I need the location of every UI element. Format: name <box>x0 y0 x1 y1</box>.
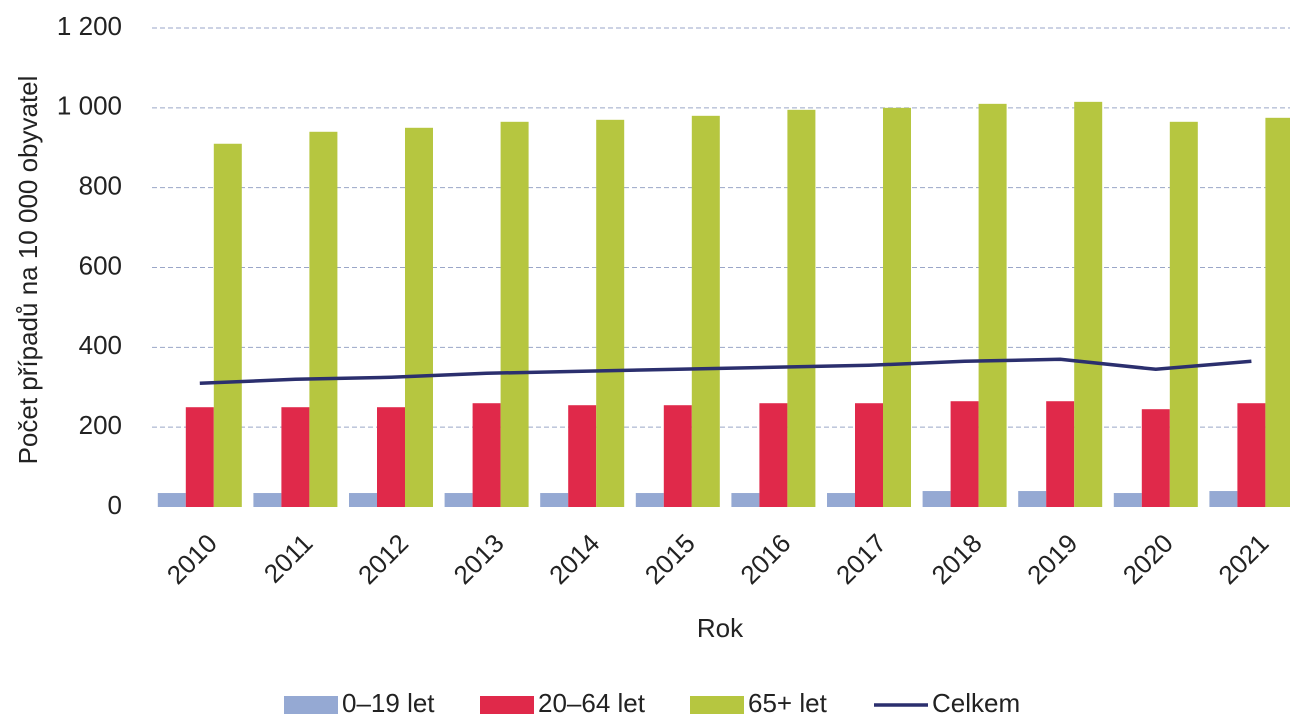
bar <box>731 493 760 507</box>
x-tick-label: 2014 <box>543 528 605 590</box>
x-tick-label: 2015 <box>639 528 701 590</box>
bar <box>377 407 405 507</box>
line <box>199 357 1252 386</box>
y-tick-label: 1 200 <box>57 11 122 41</box>
x-axis-title: Rok <box>697 613 744 643</box>
x-tick-label: 2011 <box>258 528 319 589</box>
y-tick-label: 200 <box>79 410 122 440</box>
bar <box>444 493 473 507</box>
bar <box>185 407 214 507</box>
bar <box>253 493 282 507</box>
bar <box>883 107 911 507</box>
legend-label: 65+ let <box>748 688 828 717</box>
bar <box>472 403 501 507</box>
bar <box>1265 117 1290 507</box>
bar <box>922 491 951 507</box>
bar <box>635 493 664 507</box>
y-tick-label: 1 000 <box>57 91 122 121</box>
bar <box>500 121 529 507</box>
bar <box>950 401 979 507</box>
bar <box>691 115 720 508</box>
x-tick-label: 2020 <box>1117 528 1179 590</box>
bar <box>1074 101 1103 508</box>
legend-swatch <box>690 696 744 714</box>
bar <box>349 493 377 507</box>
bar <box>1209 491 1238 507</box>
y-axis-title: Počet případů na 10 000 obyvatel <box>13 76 43 465</box>
x-tick-label: 2017 <box>830 528 892 590</box>
bar <box>1237 403 1266 507</box>
y-tick-label: 0 <box>108 490 122 520</box>
bar <box>663 405 692 507</box>
bar <box>787 109 816 508</box>
bar <box>1141 409 1170 507</box>
x-tick-label: 2021 <box>1212 528 1274 590</box>
bar <box>281 407 310 507</box>
bar <box>855 403 883 507</box>
bar <box>596 119 625 507</box>
bar <box>978 103 1007 507</box>
legend-swatch <box>284 696 338 714</box>
legend-swatch <box>480 696 534 714</box>
x-tick-label: 2013 <box>448 528 510 590</box>
x-tick-label: 2018 <box>926 528 988 590</box>
legend-label: Celkem <box>932 688 1020 717</box>
bar <box>568 405 597 507</box>
x-tick-label: 2010 <box>161 528 223 590</box>
bar <box>1018 491 1047 507</box>
bar <box>759 403 788 507</box>
bar <box>1113 493 1142 507</box>
bar <box>827 493 855 507</box>
y-tick-label: 800 <box>79 171 122 201</box>
legend-label: 0–19 let <box>342 688 435 717</box>
x-tick-label: 2012 <box>352 528 414 590</box>
bar <box>540 493 569 507</box>
bar <box>1169 121 1198 507</box>
bar <box>157 493 186 507</box>
y-tick-label: 400 <box>79 330 122 360</box>
legend-label: 20–64 let <box>538 688 646 717</box>
x-tick-label: 2019 <box>1021 528 1083 590</box>
y-tick-label: 600 <box>79 250 122 280</box>
bar <box>1046 401 1075 507</box>
x-tick-label: 2016 <box>734 528 796 590</box>
bar <box>405 127 433 508</box>
bar <box>309 131 338 508</box>
bar <box>213 143 242 507</box>
